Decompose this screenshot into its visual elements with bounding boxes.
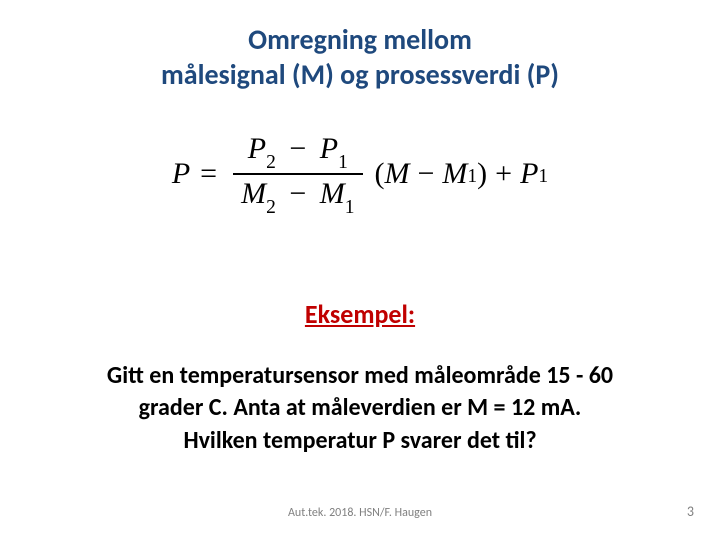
num-p2-var: P xyxy=(248,132,266,165)
den-m1-sub: 1 xyxy=(345,197,355,218)
paren-close: ) xyxy=(477,157,487,191)
footer-text: Aut.tek. 2018. HSN/F. Haugen xyxy=(0,506,720,520)
p1-sub: 1 xyxy=(538,166,548,188)
num-p1-var: P xyxy=(320,132,338,165)
formula-region: P = P2 − P1 M2 − M1 ( M xyxy=(0,130,720,218)
num-minus: − xyxy=(289,132,306,165)
example-heading: Eksempel: xyxy=(0,298,720,330)
den-m2-sub: 2 xyxy=(266,197,276,218)
m1-sub: 1 xyxy=(467,166,477,188)
fraction-numerator: P2 − P1 xyxy=(240,130,356,173)
m1-var: M xyxy=(442,157,467,191)
example-line-1: Gitt en temperatursensor med måleområde … xyxy=(107,361,613,390)
formula-lhs: P xyxy=(172,157,190,191)
p1-var: P xyxy=(520,157,538,191)
example-line-2: grader C. Anta at måleverdien er M = 12 … xyxy=(139,393,582,422)
num-p1-sub: 1 xyxy=(338,152,348,173)
den-m1-var: M xyxy=(320,177,345,210)
den-m2-var: M xyxy=(241,177,266,210)
conversion-formula: P = P2 − P1 M2 − M1 ( M xyxy=(172,130,548,218)
num-p2-sub: 2 xyxy=(266,152,276,173)
paren-minus: − xyxy=(418,157,435,191)
slide-title: Omregning mellom målesignal (M) og prose… xyxy=(0,22,720,92)
den-minus: − xyxy=(289,177,306,210)
title-line-2: målesignal (M) og prosessverdi (P) xyxy=(0,57,720,92)
page-number: 3 xyxy=(687,503,694,520)
fraction-denominator: M2 − M1 xyxy=(233,175,362,218)
equals-sign: = xyxy=(200,157,217,191)
m-var: M xyxy=(385,157,410,191)
title-line-1: Omregning mellom xyxy=(0,22,720,57)
slide: Omregning mellom målesignal (M) og prose… xyxy=(0,0,720,540)
fraction: P2 − P1 M2 − M1 xyxy=(233,130,362,218)
example-line-3: Hvilken temperatur P svarer det til? xyxy=(183,426,536,455)
plus-sign: + xyxy=(495,157,512,191)
example-body: Gitt en temperatursensor med måleområde … xyxy=(0,360,720,457)
paren-open: ( xyxy=(375,157,385,191)
